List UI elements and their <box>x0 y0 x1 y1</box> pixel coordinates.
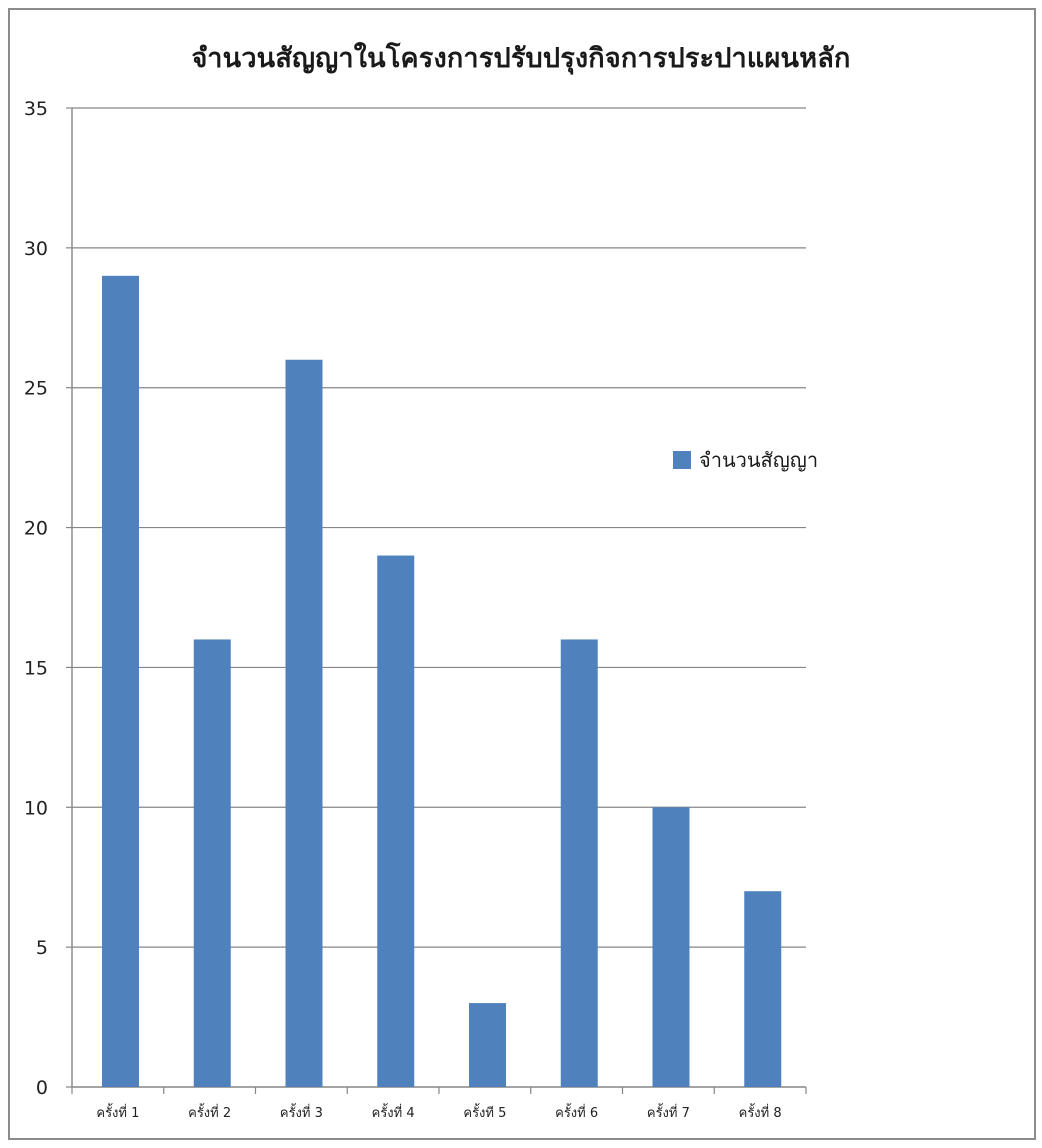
axes <box>66 107 807 1094</box>
gridlines <box>72 107 806 948</box>
y-tick-label: 15 <box>24 657 48 679</box>
x-tick-label: ครั้งที่ 2 <box>188 1103 231 1121</box>
y-tick-label: 20 <box>24 518 48 540</box>
x-tick-label: ครั้งที่ 6 <box>555 1103 598 1121</box>
legend-swatch <box>673 451 691 469</box>
bar <box>652 807 690 1087</box>
y-tick-label: 0 <box>36 1077 48 1099</box>
bars <box>102 275 782 1087</box>
bar <box>285 359 323 1087</box>
x-tick-label: ครั้งที่ 4 <box>372 1103 415 1121</box>
y-tick-label: 25 <box>24 378 48 400</box>
chart-title: จำนวนสัญญาในโครงการปรับปรุงกิจการประปาแผ… <box>191 43 851 74</box>
y-tick-label: 35 <box>24 98 48 120</box>
y-tick-label: 30 <box>24 238 48 260</box>
bar <box>560 639 598 1087</box>
bar <box>193 639 231 1087</box>
bar <box>744 891 782 1087</box>
bar <box>377 555 415 1087</box>
x-tick-label: ครั้งที่ 7 <box>647 1103 690 1121</box>
chart-frame <box>8 8 1036 1140</box>
x-tick-label: ครั้งที่ 1 <box>96 1103 139 1121</box>
bar <box>102 275 139 1087</box>
y-tick-label: 10 <box>24 797 48 819</box>
y-tick-label: 5 <box>36 937 48 959</box>
legend-label: จำนวนสัญญา <box>699 448 819 472</box>
x-tick-label: ครั้งที่ 3 <box>280 1103 323 1121</box>
axis-labels: 0 5 10 15 20 25 30 35 ครั้งที่ 1 ครั้งที่ 2 ครั้งท… <box>24 98 782 1121</box>
x-tick-label: ครั้งที 5 <box>463 1103 506 1121</box>
bar <box>469 1003 506 1087</box>
x-tick-label: ครั้งที่ 8 <box>739 1103 782 1121</box>
legend: จำนวนสัญญา <box>673 444 818 476</box>
